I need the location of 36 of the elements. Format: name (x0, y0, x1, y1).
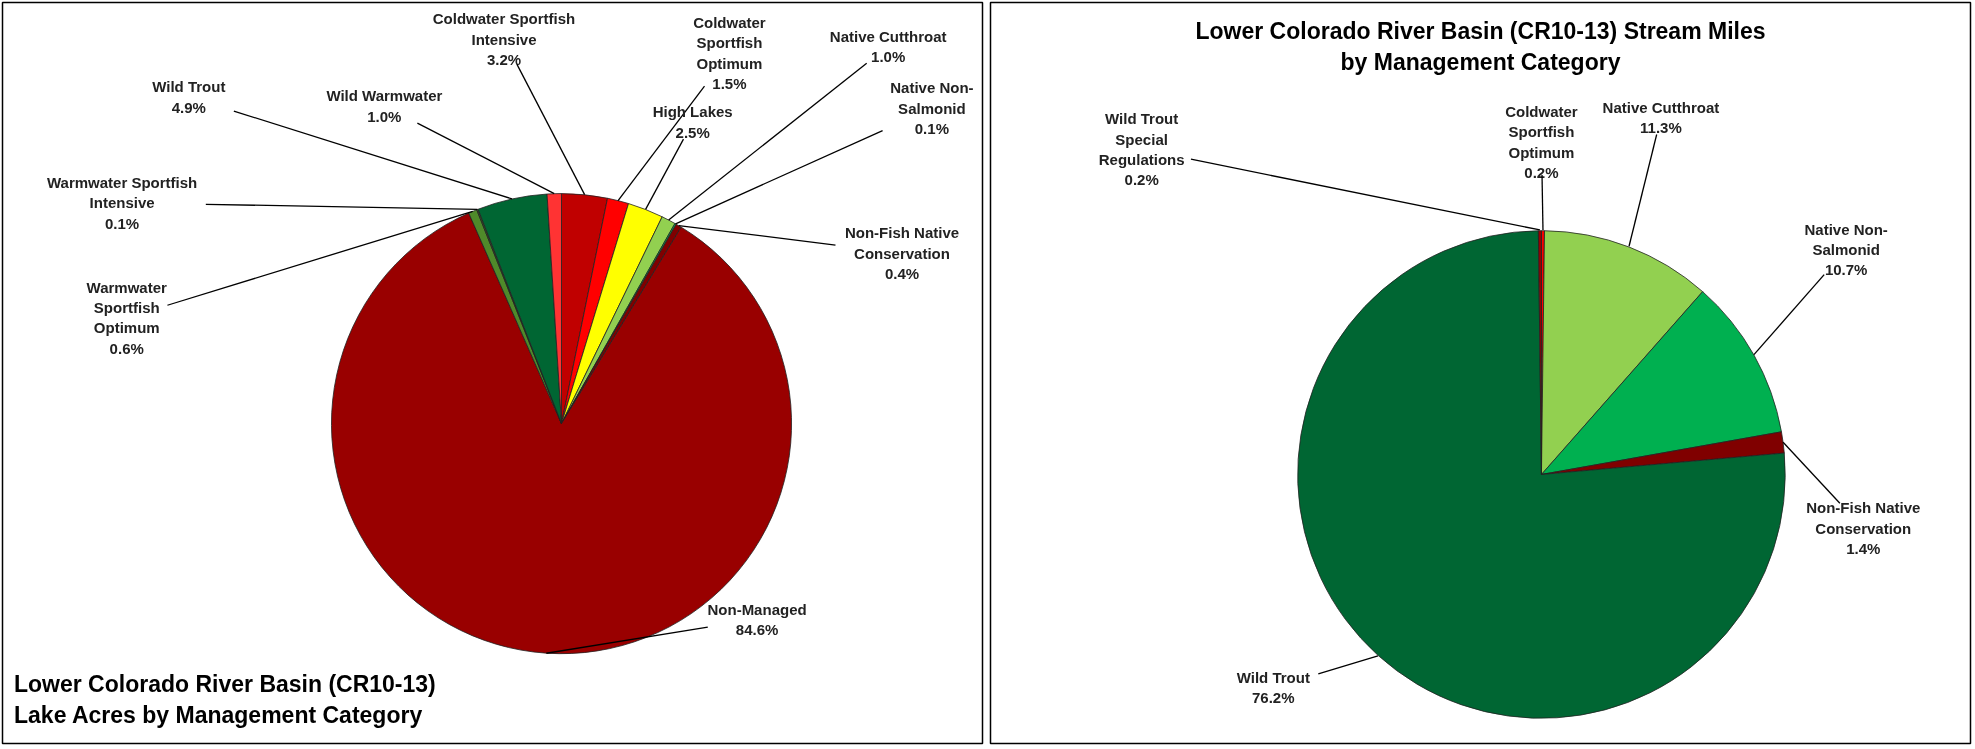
slice-label: Non-Managed (707, 600, 807, 618)
data-label: 0.2% (1524, 164, 1559, 181)
slice-label: Wild Trout Special Regulations (1098, 110, 1185, 168)
slice-label: Wild Trout (152, 78, 226, 96)
data-label: 2.5% (675, 123, 710, 141)
slice-label: Native Non-Salmonid (890, 79, 974, 117)
data-label: 1.0% (367, 107, 402, 125)
data-label: 0.1% (914, 120, 949, 138)
slice-label: Native Cutthroat (1602, 98, 1720, 116)
slice-label: Non-Fish Native Conservation (844, 224, 960, 262)
data-label: 3.2% (486, 51, 522, 69)
chart-title: Lower Colorado River Basin (CR10-13) Stream Miles by Management Category (1195, 17, 1766, 76)
data-label: 0.2% (1124, 171, 1159, 189)
data-label: 4.9% (171, 98, 206, 116)
data-label: 84.6% (735, 620, 779, 638)
slice-label: Native Non-Salmonid (1804, 220, 1888, 258)
data-label: 1.4% (1846, 540, 1881, 558)
slice-label: Coldwater Sportfish Optimum (1505, 102, 1578, 161)
data-label: 0.6% (109, 339, 144, 357)
slice-label: High Lakes (652, 103, 733, 121)
slice-label: Coldwater Sportfish Optimum (693, 14, 766, 72)
slice-label: Warmwater Sportfish Intensive (46, 173, 198, 212)
slice-label: Coldwater Sportfish Intensive (432, 10, 576, 48)
data-label: 76.2% (1252, 688, 1295, 706)
data-label: 0.4% (884, 265, 920, 283)
slice-label: Warmwater Sportfish Optimum (86, 278, 168, 337)
slice-label: Wild Warmwater (326, 87, 443, 105)
slice-label: Wild Trout (1236, 668, 1310, 686)
data-label: 1.5% (712, 75, 747, 93)
slice-label: Non-Fish Native Conservation (1806, 499, 1921, 537)
data-label: 1.0% (871, 47, 906, 65)
data-label: 0.1% (105, 214, 140, 232)
text: Lower Colorado River Basin (CR10-13) Lake Acres by Management Category (14, 671, 436, 729)
data-label: 11.3% (1640, 119, 1682, 137)
data-label: 10.7% (1824, 261, 1868, 279)
slice-label: Native Cutthroat (829, 27, 947, 45)
